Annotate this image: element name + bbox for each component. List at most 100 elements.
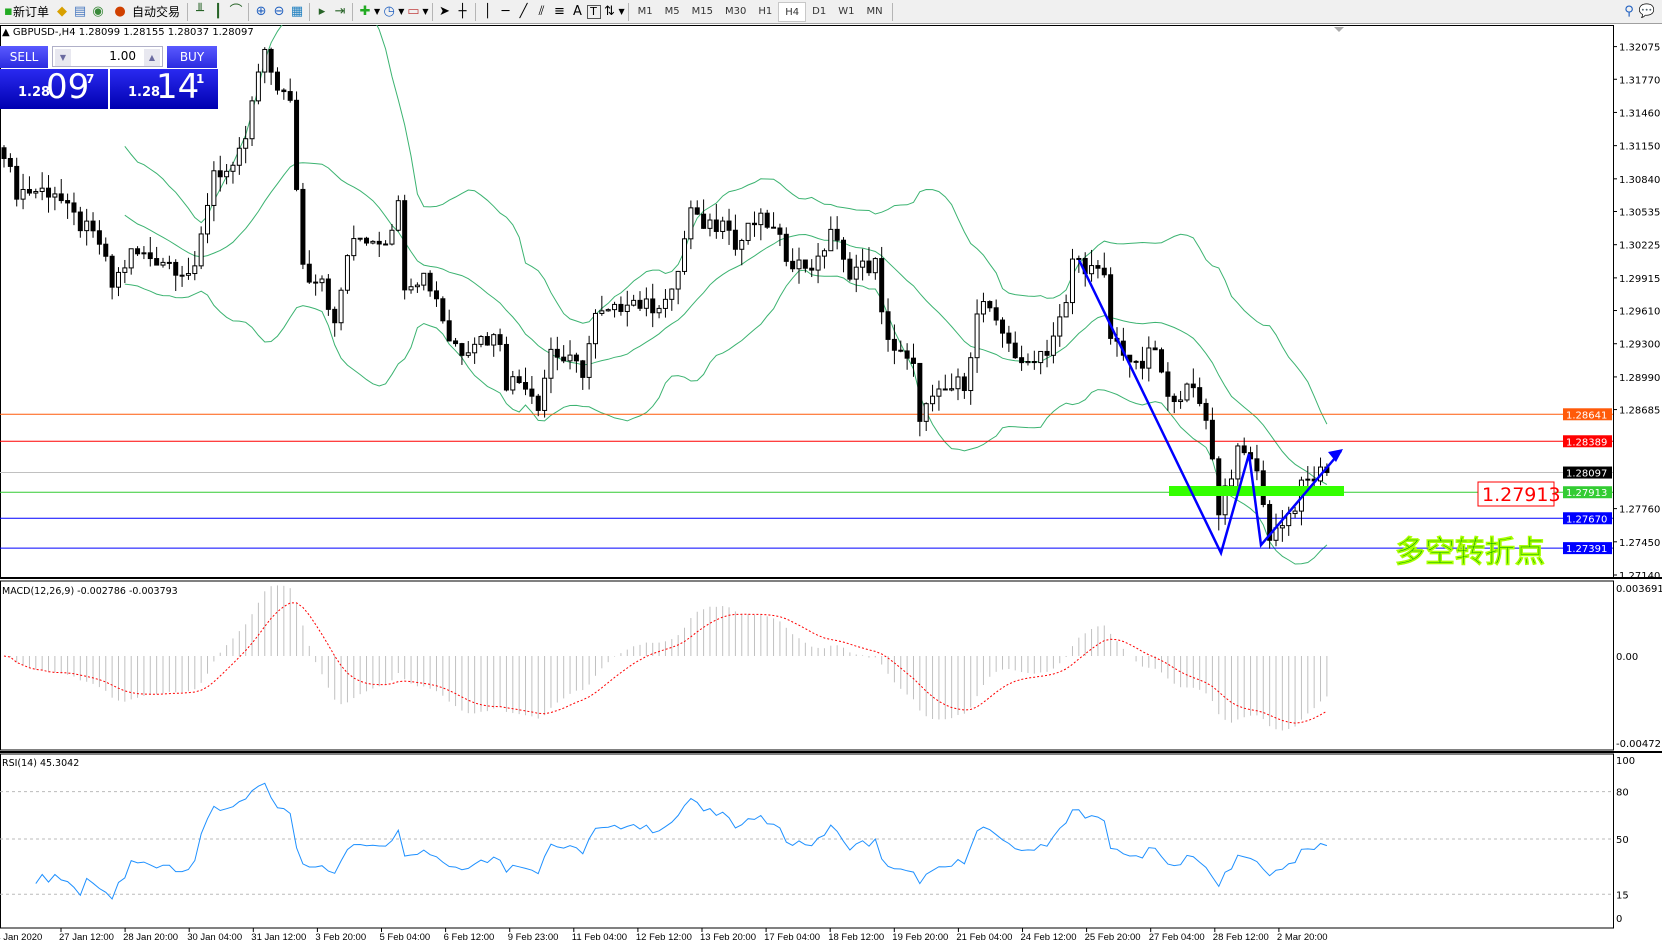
bear-candle — [109, 255, 115, 288]
bull-candle — [370, 240, 376, 244]
dropdown-arrow-icon[interactable]: ▼ — [374, 7, 381, 16]
bear-candle — [313, 281, 319, 284]
sell-button[interactable]: SELL — [0, 46, 48, 68]
timeframe-mn[interactable]: MN — [866, 5, 883, 17]
macd-signal-line — [3, 602, 1328, 724]
buy-price-pip: 1 — [196, 72, 205, 86]
candlestick-icon[interactable]: ┃ — [214, 3, 222, 19]
timeframe-m1[interactable]: M1 — [637, 5, 653, 17]
timeframe-w1[interactable]: W1 — [838, 5, 855, 17]
time-tick-label: 19 Feb 20:00 — [892, 932, 948, 943]
bear-candle — [135, 248, 141, 255]
auto-scroll-icon[interactable]: ▸ — [318, 3, 326, 19]
bear-candle — [764, 212, 770, 228]
bear-candle — [580, 360, 586, 378]
bear-candle — [1241, 445, 1247, 454]
bull-candle — [656, 307, 662, 314]
arrowhead-icon — [1328, 449, 1343, 462]
horizontal-line-icon[interactable]: ─ — [501, 3, 510, 19]
bull-candle — [605, 309, 611, 312]
timeframe-h4[interactable]: H4 — [778, 1, 807, 22]
auto-trading-icon: ● — [114, 3, 126, 19]
buy-price[interactable]: 1.28 14 1 — [110, 67, 218, 109]
bull-candle — [980, 301, 986, 315]
time-tick-label: 18 Feb 12:00 — [828, 932, 884, 943]
arrows-icon[interactable]: ⇅ — [604, 3, 615, 19]
buy-button[interactable]: BUY — [167, 46, 217, 68]
timeframe-m15[interactable]: M15 — [691, 5, 714, 17]
main-chart-frame — [0, 25, 1614, 578]
indicators-icon[interactable]: ✚ — [359, 3, 371, 19]
timeframe-h1[interactable]: H1 — [758, 5, 773, 17]
periods-clock-icon[interactable]: ◷ — [383, 3, 395, 19]
bull-candle — [1063, 302, 1069, 318]
templates-icon[interactable]: ▭ — [407, 3, 420, 19]
zoom-out-icon[interactable]: ⊖ — [273, 3, 285, 19]
zoom-in-icon[interactable]: ⊕ — [255, 3, 267, 19]
time-tick-label: 12 Feb 12:00 — [636, 932, 692, 943]
market-watch-icon[interactable]: ▤ — [73, 3, 87, 19]
text-tool-icon[interactable]: A — [573, 3, 582, 19]
price-level-label: 1.27391 — [1566, 544, 1607, 555]
bear-candle — [300, 188, 306, 265]
auto-trading-button[interactable]: ● 自动交易 — [107, 1, 184, 23]
tile-windows-icon[interactable]: ▦ — [290, 3, 304, 19]
bull-candle — [815, 255, 821, 271]
text-label-icon[interactable]: T — [586, 4, 601, 19]
timeframe-d1[interactable]: D1 — [812, 5, 827, 17]
lot-size-input[interactable]: 1.00 ▼ ▲ — [52, 46, 163, 67]
bull-candle — [122, 267, 128, 273]
bull-candle — [688, 207, 694, 240]
bear-candle — [65, 200, 71, 204]
dropdown-arrow-icon[interactable]: ▼ — [618, 7, 625, 16]
price-tick-label: 1.28685 — [1619, 406, 1660, 417]
timeframe-m30[interactable]: M30 — [725, 5, 747, 17]
time-tick-label: 28 Jan 20:00 — [123, 932, 178, 943]
fibonacci-icon[interactable]: ≡ — [554, 3, 565, 19]
price-tick-label: 1.31460 — [1619, 108, 1660, 119]
bear-candle — [523, 382, 529, 390]
lot-decrease-icon[interactable]: ▼ — [55, 49, 71, 66]
bear-candle — [294, 99, 300, 190]
bear-candle — [732, 229, 738, 250]
chat-icon[interactable]: 💬 — [1638, 3, 1656, 19]
bar-chart-icon[interactable]: ╨ — [196, 3, 204, 19]
crosshair-icon[interactable]: ┼ — [458, 3, 467, 19]
signals-icon[interactable]: ◉ — [92, 3, 104, 19]
bear-candle — [1190, 383, 1196, 389]
equidistant-channel-icon[interactable]: ⫽ — [538, 3, 545, 19]
time-tick-label: 28 Feb 12:00 — [1213, 932, 1269, 943]
price-level-badge — [1563, 435, 1612, 448]
bear-candle — [1095, 265, 1101, 269]
lot-increase-icon[interactable]: ▲ — [144, 49, 160, 66]
bull-candle — [408, 286, 414, 291]
bull-candle — [255, 71, 261, 102]
time-tick-label: 5 Feb 04:00 — [380, 932, 431, 943]
trendline-icon[interactable]: ╱ — [519, 3, 528, 19]
search-icon[interactable]: ⚲ — [1624, 3, 1634, 19]
bear-candle — [484, 336, 490, 346]
gold-icon[interactable]: ◆ — [57, 3, 68, 19]
bull-candle — [236, 147, 242, 166]
bull-candle — [491, 334, 497, 346]
new-order-button[interactable]: ▪ 新订单 — [0, 1, 53, 23]
price-tick-label: 1.30535 — [1619, 207, 1660, 218]
line-chart-icon[interactable]: ⌒ — [229, 3, 243, 19]
bear-candle — [90, 220, 96, 232]
dropdown-arrow-icon[interactable]: ▼ — [422, 7, 429, 16]
bull-candle — [682, 238, 688, 272]
dropdown-arrow-icon[interactable]: ▼ — [398, 7, 405, 16]
auto-trading-label: 自动交易 — [132, 5, 181, 19]
price-tick-label: 1.29915 — [1619, 274, 1660, 285]
bear-candle — [179, 274, 185, 277]
bear-candle — [440, 298, 446, 322]
bear-candle — [993, 307, 999, 321]
timeframe-m5[interactable]: M5 — [664, 5, 680, 17]
chart-shift-icon[interactable]: ⇥ — [334, 3, 346, 19]
bear-candle — [446, 320, 452, 342]
cursor-icon[interactable]: ➤ — [439, 3, 450, 19]
vertical-line-icon[interactable]: │ — [483, 3, 492, 19]
sell-price[interactable]: 1.28 09 7 — [0, 67, 108, 109]
